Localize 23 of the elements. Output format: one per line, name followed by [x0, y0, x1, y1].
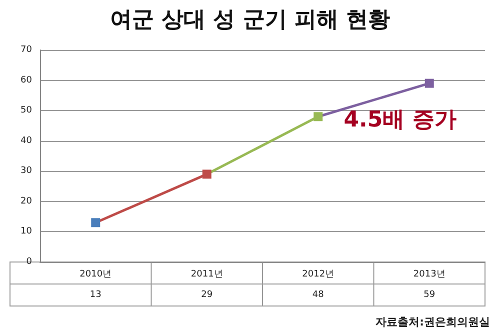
y-tick-label: 10 — [20, 226, 32, 237]
y-tick-label: 60 — [20, 75, 32, 86]
text: 자료출처:권은희의원실 — [376, 316, 490, 328]
y-tick-label: 70 — [20, 45, 32, 55]
point — [424, 78, 434, 88]
point — [91, 218, 100, 228]
point — [314, 112, 323, 122]
y-tick-label: 40 — [20, 136, 32, 146]
y-tick-label: 50 — [20, 106, 32, 116]
data-label: 48 — [312, 290, 324, 300]
x-tick-label: 2010년 — [80, 270, 112, 280]
data-label: 13 — [90, 290, 102, 300]
y-tick-label: 20 — [20, 196, 32, 206]
chart-title: 여군 상대 성 군기 피해 현황 — [110, 8, 390, 32]
point — [202, 170, 212, 179]
data-label: 59 — [424, 290, 436, 300]
y-tick-label: 0 — [26, 257, 32, 267]
x-tick-label: 2011년 — [190, 270, 223, 280]
annotation: 4.5배 증가 — [344, 108, 456, 132]
data-label: 29 — [201, 290, 213, 300]
y-tick-label: 30 — [20, 166, 32, 176]
x-tick-label: 2013년 — [413, 270, 446, 280]
x-tick-label: 2012년 — [302, 270, 334, 280]
